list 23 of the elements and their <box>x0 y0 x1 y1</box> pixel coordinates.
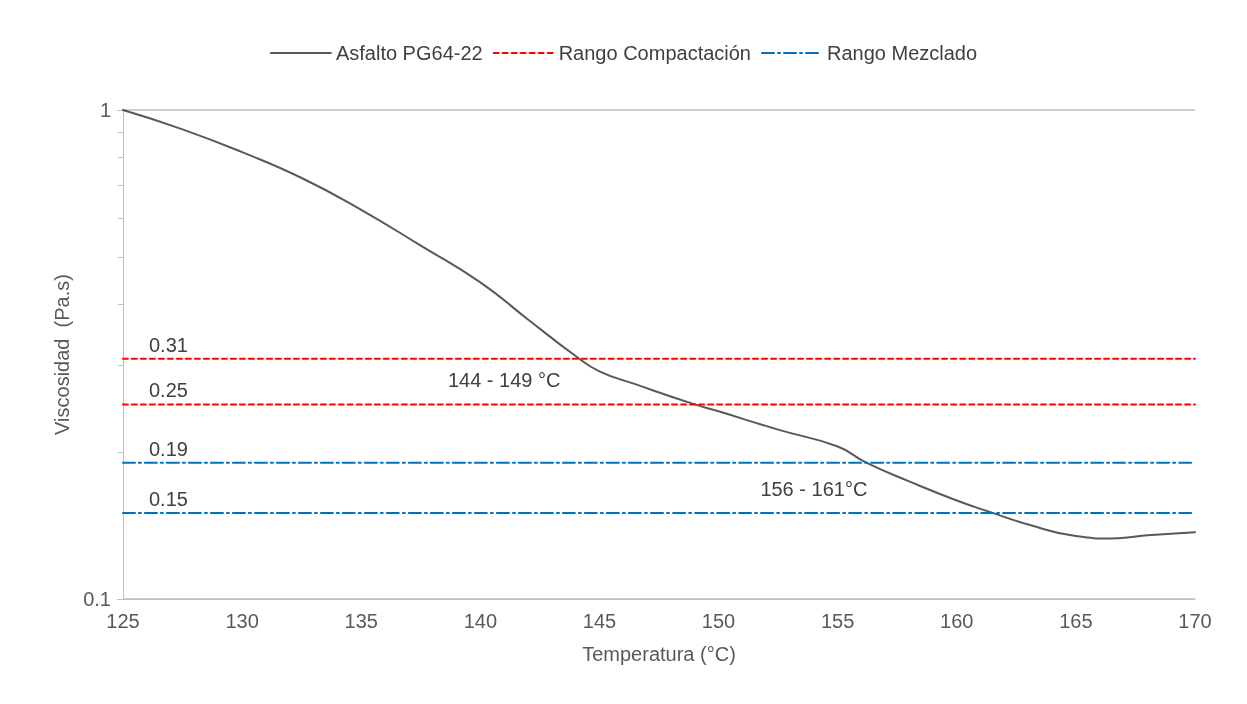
x-tick-label: 125 <box>106 610 140 632</box>
x-tick-label: 155 <box>820 610 855 632</box>
y-tick-label: 1 <box>99 99 111 121</box>
x-tick-label: 165 <box>1059 610 1093 632</box>
x-axis-title: Temperatura (°C) <box>582 643 736 665</box>
x-tick-label: 145 <box>582 610 617 632</box>
y-tick-label: 0.1 <box>83 588 111 610</box>
y-axis-title: Viscosidad (Pa.s) <box>51 274 74 435</box>
annotation: 0.31 <box>149 333 188 356</box>
annotation: 156 - 161°C <box>760 477 868 500</box>
legend-label: Asfalto PG64-22 <box>335 42 483 64</box>
x-tick-label: 170 <box>1178 610 1212 632</box>
x-tick-label: 140 <box>463 610 498 632</box>
x-tick-label: 130 <box>225 610 259 632</box>
x-tick-label: 150 <box>701 610 736 632</box>
annotation: 0.25 <box>149 379 188 402</box>
x-tick-label: 135 <box>344 610 378 632</box>
annotation: 0.19 <box>149 437 188 460</box>
annotation: 0.15 <box>149 487 188 510</box>
legend-label: Rango Mezclado <box>827 42 978 64</box>
x-tick-label: 160 <box>940 610 974 632</box>
annotation: 144 - 149 °C <box>447 369 561 392</box>
legend-label: Rango Compactación <box>558 42 752 64</box>
